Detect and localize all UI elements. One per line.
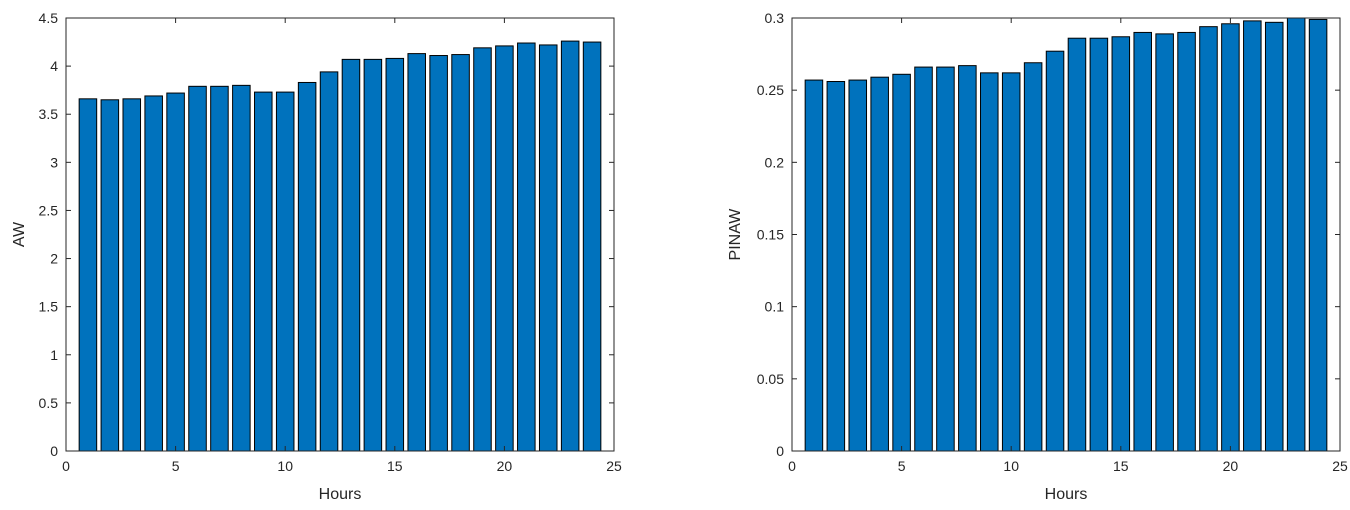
aw-bar-24 — [582, 41, 602, 452]
aw-x-tick-label: 20 — [497, 458, 513, 474]
pinaw-bar-5 — [892, 73, 911, 452]
aw-bar-16 — [407, 53, 426, 452]
pinaw-bar-15 — [1111, 36, 1131, 452]
pinaw-chart-panel: 0 5 10 15 20 25 0 0.05 0.1 0.15 0.2 0.25 0.3 Hours PIN… — [727, 10, 1348, 503]
pinaw-bar-20 — [1221, 23, 1240, 452]
aw-bar-7 — [210, 85, 229, 452]
pinaw-bar-11 — [1023, 62, 1043, 452]
pinaw-bar-12 — [1045, 50, 1065, 452]
aw-y-tick-label: 3 — [50, 154, 58, 170]
aw-x-tick-label: 25 — [606, 458, 622, 474]
pinaw-bar-8 — [958, 65, 977, 452]
pinaw-bar-2 — [826, 81, 846, 452]
pinaw-bar-16 — [1133, 31, 1152, 452]
pinaw-bar-3 — [848, 79, 868, 452]
pinaw-bar-17 — [1155, 33, 1174, 452]
aw-bar-6 — [188, 85, 207, 452]
aw-x-axis-label: Hours — [319, 486, 362, 503]
aw-bar-22 — [538, 44, 558, 452]
pinaw-y-tick-label: 0.3 — [765, 10, 785, 26]
aw-bar-4 — [144, 95, 163, 452]
aw-bar-19 — [473, 47, 492, 452]
pinaw-bar-10 — [1001, 72, 1021, 452]
pinaw-y-tick-label: 0.05 — [757, 371, 784, 387]
aw-y-tick-label: 2 — [50, 251, 58, 267]
aw-bar-13 — [341, 58, 361, 452]
aw-bar-11 — [297, 81, 317, 452]
aw-axes-frame — [65, 17, 615, 452]
aw-bar-10 — [275, 91, 295, 452]
pinaw-y-tick-label: 0.1 — [765, 299, 785, 315]
pinaw-bar-23 — [1286, 17, 1306, 452]
aw-y-tick-label: 0.5 — [39, 395, 59, 411]
aw-x-tick-label: 10 — [277, 458, 293, 474]
pinaw-bar-9 — [980, 72, 999, 452]
aw-y-axis-label: AW — [11, 221, 28, 247]
aw-y-tick-label: 2.5 — [39, 202, 59, 218]
pinaw-y-tick-label: 0.25 — [757, 82, 784, 98]
aw-bar-2 — [100, 99, 120, 452]
aw-bar-15 — [385, 57, 405, 452]
aw-bar-12 — [319, 71, 339, 452]
pinaw-bar-4 — [870, 76, 889, 452]
pinaw-x-tick-label: 15 — [1113, 458, 1129, 474]
aw-bar-3 — [122, 98, 142, 452]
aw-bar-9 — [254, 91, 273, 452]
aw-bar-17 — [429, 55, 448, 452]
pinaw-x-tick-label: 10 — [1003, 458, 1019, 474]
pinaw-y-axis-label: PINAW — [727, 208, 744, 261]
aw-y-tick-label: 1.5 — [39, 299, 59, 315]
aw-bar-8 — [232, 84, 251, 452]
pinaw-bar-6 — [914, 66, 933, 452]
pinaw-bar-13 — [1067, 37, 1087, 452]
pinaw-y-tick-label: 0.2 — [765, 154, 785, 170]
aw-bar-20 — [495, 45, 514, 452]
pinaw-bar-1 — [804, 79, 824, 452]
aw-y-tick-label: 4.5 — [39, 10, 59, 26]
aw-y-tick-label: 1 — [50, 347, 58, 363]
aw-x-tick-label: 15 — [387, 458, 403, 474]
pinaw-x-tick-label: 25 — [1332, 458, 1348, 474]
pinaw-bar-7 — [936, 66, 955, 452]
aw-chart-panel: 0 5 10 15 20 25 0 0.5 1 1.5 2 2.5 3 3.5 4 4.5 Hours AW — [11, 10, 622, 503]
aw-bar-21 — [517, 42, 536, 452]
aw-x-tick-label: 5 — [172, 458, 180, 474]
pinaw-bar-22 — [1264, 21, 1284, 452]
aw-y-tick-label: 4 — [50, 58, 58, 74]
aw-bar-18 — [451, 54, 470, 452]
aw-bar-1 — [78, 98, 98, 452]
aw-y-tick-label: 0 — [50, 443, 58, 459]
aw-bar-14 — [363, 58, 383, 452]
pinaw-x-axis-label: Hours — [1045, 486, 1088, 503]
pinaw-y-tick-label: 0 — [776, 443, 784, 459]
aw-bar-23 — [560, 40, 580, 452]
pinaw-bar-19 — [1199, 26, 1218, 452]
pinaw-x-tick-label: 5 — [898, 458, 906, 474]
pinaw-bar-21 — [1243, 20, 1262, 452]
pinaw-bar-14 — [1089, 37, 1109, 452]
aw-x-tick-label: 0 — [62, 458, 70, 474]
pinaw-y-tick-label: 0.15 — [757, 227, 784, 243]
pinaw-bar-24 — [1308, 18, 1328, 452]
aw-bar-5 — [166, 92, 185, 452]
pinaw-x-tick-label: 0 — [788, 458, 796, 474]
aw-y-tick-label: 3.5 — [39, 106, 59, 122]
pinaw-bar-18 — [1177, 31, 1196, 452]
pinaw-x-tick-label: 20 — [1223, 458, 1239, 474]
